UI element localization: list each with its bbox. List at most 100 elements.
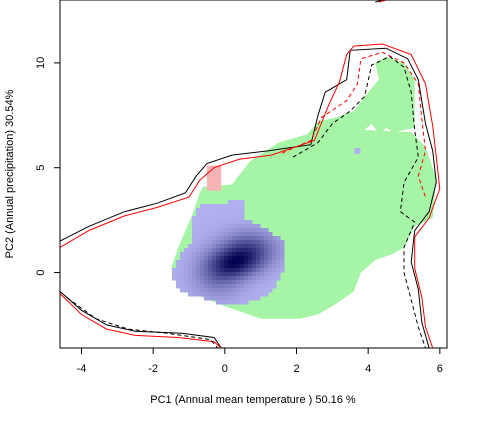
density-cell [172,276,177,281]
density-cell [208,240,213,245]
density-cell [188,292,193,297]
density-cell [276,256,281,261]
density-cell [216,212,221,217]
density-cell [236,272,241,277]
density-cell [248,256,253,261]
density-cell [268,244,273,249]
density-cell [200,208,205,213]
density-cell [220,256,225,261]
density-cell [252,228,257,233]
density-heatmap [172,147,361,305]
density-cell [196,292,201,297]
density-cell [224,256,229,261]
density-cell [204,252,209,257]
density-cell [236,276,241,281]
density-cell [260,264,265,269]
density-cell [200,232,205,237]
density-cell [256,280,261,285]
density-cell [176,284,181,289]
density-cell [204,240,209,245]
density-cell [280,240,285,245]
density-cell [276,236,281,241]
density-cell [260,236,265,241]
density-cell [264,268,269,273]
y-tick-label: 5 [35,165,47,171]
density-cell [260,268,265,273]
density-cell [236,200,241,205]
density-cell [252,280,257,285]
density-cell [208,288,213,293]
density-cell [200,248,205,253]
density-cell [268,240,273,245]
density-cell [268,236,273,241]
density-cell [248,280,253,285]
density-cell [192,240,197,245]
density-cell [220,208,225,213]
density-cell [200,284,205,289]
density-cell [204,208,209,213]
density-cell [180,264,185,269]
density-cell [232,256,237,261]
density-cell [184,284,189,289]
density-cell [244,224,249,229]
density-cell [240,248,245,253]
density-cell [248,276,253,281]
density-cell [228,248,233,253]
density-cell [200,220,205,225]
density-cell [224,296,229,301]
density-cell [244,232,249,237]
density-cell [268,232,273,237]
density-cell [216,248,221,253]
density-cell [204,292,209,297]
y-axis: 0 5 10 [35,57,61,276]
density-cell [228,220,233,225]
density-cell [196,264,201,269]
density-cell [228,264,233,269]
density-cell [204,272,209,277]
density-cell [280,244,285,249]
density-cell [260,284,265,289]
density-cell [248,220,253,225]
density-cell [240,252,245,257]
density-cell [248,248,253,253]
density-cell [204,288,209,293]
density-cell [228,260,233,265]
density-cell [188,276,193,281]
density-cell [176,280,181,285]
density-cell [228,208,233,213]
density-cell [260,272,265,277]
density-cell [256,252,261,257]
y-tick-label: 10 [35,57,47,69]
density-cell [216,296,221,301]
density-cell [244,280,249,285]
density-cell [240,208,245,213]
density-cell [228,284,233,289]
density-cell [220,300,225,305]
density-cell [224,212,229,217]
density-cell [196,268,201,273]
density-cell [184,248,189,253]
density-cell [200,268,205,273]
density-cell [248,240,253,245]
density-cell [228,204,233,209]
density-cell [204,236,209,241]
density-cell [192,220,197,225]
density-cell [240,260,245,265]
density-cell [240,240,245,245]
density-cell [196,208,201,213]
density-cell [216,252,221,257]
density-cell [276,248,281,253]
density-cell [240,296,245,301]
density-cell [268,284,273,289]
x-tick-label: -2 [148,363,158,375]
density-cell [236,260,241,265]
density-cell [264,284,269,289]
density-cell [244,228,249,233]
density-cell [256,240,261,245]
density-cell [192,260,197,265]
density-cell [220,292,225,297]
density-cell [224,268,229,273]
density-cell [252,276,257,281]
density-cell [204,248,209,253]
density-cell [208,296,213,301]
